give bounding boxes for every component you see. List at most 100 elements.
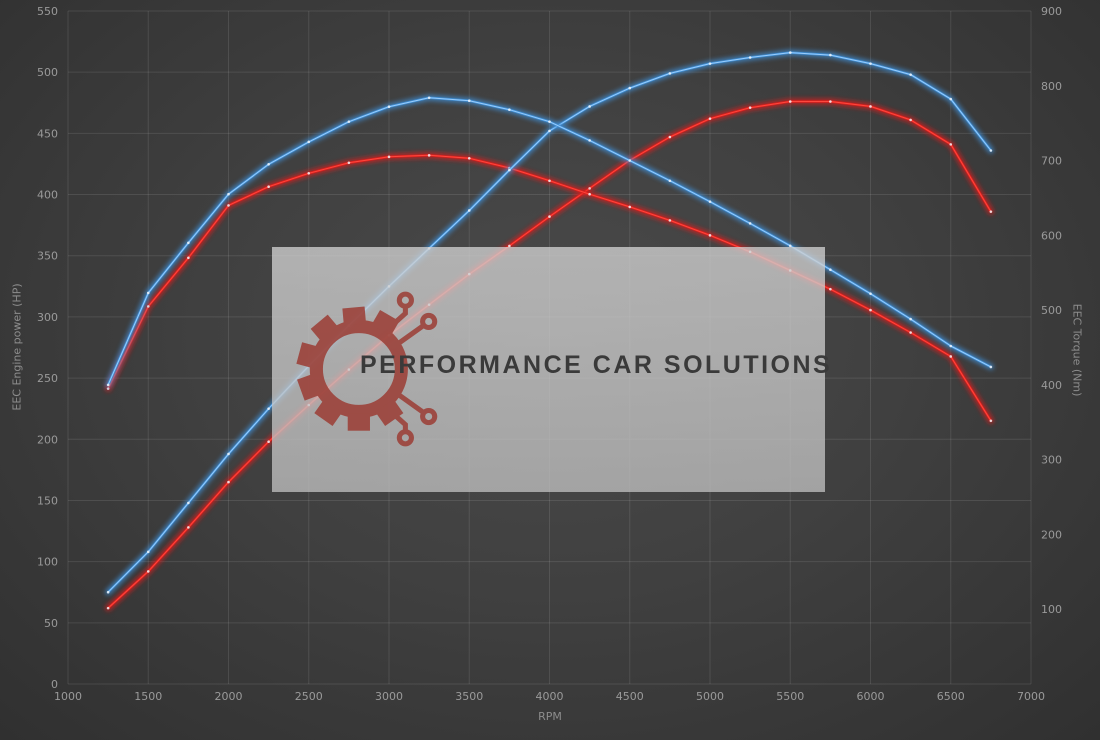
data-point-marker	[227, 452, 230, 456]
tick-label: 550	[37, 5, 58, 18]
data-point-marker	[548, 179, 551, 183]
data-point-marker	[829, 53, 832, 57]
tick-label: 300	[37, 311, 58, 324]
y-axis-label-power: EEC Engine power (HP)	[10, 283, 24, 411]
data-point-marker	[187, 256, 190, 260]
data-point-marker	[387, 155, 391, 159]
y-right-tick-labels: 100 200 300 400 500 600 700 800 900	[1041, 5, 1062, 616]
data-point-marker	[267, 162, 270, 166]
data-point-marker	[668, 72, 672, 75]
tick-label: 800	[1041, 80, 1062, 93]
data-point-marker	[467, 209, 471, 212]
data-point-marker	[628, 159, 632, 162]
data-point-marker	[668, 179, 672, 183]
tick-label: 200	[1041, 528, 1062, 541]
data-point-marker	[788, 244, 792, 248]
x-tick-labels: 1000 1500 2000 2500 3000 3500 4000 4500 5000 5500…	[54, 690, 1045, 703]
data-point-marker	[909, 317, 912, 321]
data-point-marker	[548, 129, 551, 133]
y-left-tick-labels: 0 50 100 150 200 250 300 350 400 450 500 550	[37, 5, 58, 691]
tick-label: 150	[37, 494, 58, 507]
tick-label: 5000	[696, 690, 724, 703]
tick-label: 300	[1041, 454, 1062, 467]
data-point-marker	[909, 73, 912, 76]
data-point-marker	[146, 291, 150, 295]
data-point-marker	[267, 407, 270, 410]
data-point-marker	[227, 204, 230, 207]
data-point-marker	[989, 210, 993, 213]
data-point-marker	[708, 117, 712, 120]
data-point-marker	[909, 331, 912, 334]
data-point-marker	[748, 222, 752, 225]
data-point-marker	[989, 149, 993, 152]
tick-label: 50	[44, 617, 58, 630]
data-point-marker	[869, 105, 872, 108]
data-point-marker	[829, 287, 832, 291]
tick-label: 100	[1041, 603, 1062, 616]
data-point-marker	[788, 51, 792, 54]
data-point-marker	[708, 200, 712, 203]
data-point-marker	[187, 501, 190, 505]
gear-teeth	[296, 306, 404, 431]
data-point-marker	[949, 97, 953, 101]
data-point-marker	[267, 185, 270, 189]
gear-ring	[309, 319, 408, 419]
data-point-marker	[387, 105, 391, 109]
data-point-marker	[508, 244, 511, 248]
data-point-marker	[227, 192, 230, 196]
data-point-marker	[267, 440, 270, 444]
tick-label: 5500	[776, 690, 804, 703]
data-point-marker	[588, 139, 591, 142]
data-point-marker	[548, 120, 551, 123]
tick-label: 500	[1041, 304, 1062, 317]
tick-label: 200	[37, 433, 58, 446]
data-point-marker	[869, 292, 872, 295]
data-point-marker	[628, 205, 632, 209]
data-point-marker	[588, 192, 591, 196]
data-point-marker	[869, 62, 872, 65]
tick-label: 700	[1041, 155, 1062, 168]
tick-label: 0	[51, 678, 58, 691]
data-point-marker	[949, 355, 953, 358]
data-point-marker	[588, 187, 591, 190]
series-torque-blue	[105, 94, 994, 388]
tick-label: 350	[37, 250, 58, 263]
tick-label: 1000	[54, 690, 82, 703]
data-point-marker	[347, 161, 351, 165]
tick-label: 500	[37, 66, 58, 79]
tick-label: 2500	[295, 690, 323, 703]
data-point-marker	[989, 419, 993, 423]
tick-label: 2000	[215, 690, 243, 703]
data-point-marker	[949, 143, 953, 146]
watermark: PERFORMANCE CAR SOLUTIONS	[272, 247, 830, 492]
tick-label: 4500	[616, 690, 644, 703]
tick-label: 6500	[937, 690, 965, 703]
watermark-text: PERFORMANCE CAR SOLUTIONS	[360, 351, 833, 379]
tick-label: 7000	[1017, 690, 1045, 703]
data-point-marker	[227, 480, 230, 484]
data-point-marker	[788, 100, 792, 103]
data-point-marker	[909, 118, 912, 122]
data-point-marker	[106, 590, 110, 594]
data-point-marker	[588, 105, 591, 108]
data-point-marker	[307, 171, 311, 175]
data-point-marker	[708, 62, 712, 65]
data-point-marker	[829, 100, 832, 103]
data-point-marker	[146, 570, 150, 573]
data-point-marker	[989, 365, 993, 369]
gear-circuit-logo	[296, 291, 438, 447]
data-point-marker	[829, 268, 832, 272]
data-point-marker	[949, 344, 953, 348]
series-power-red	[105, 98, 994, 612]
tick-label: 900	[1041, 5, 1062, 18]
tick-label: 3000	[375, 690, 403, 703]
data-point-marker	[628, 86, 632, 90]
tick-label: 600	[1041, 229, 1062, 242]
tick-label: 3500	[455, 690, 483, 703]
data-point-marker	[869, 308, 872, 312]
y-axis-label-torque: EEC Torque (Nm)	[1070, 303, 1084, 397]
data-point-marker	[548, 215, 551, 218]
data-point-marker	[347, 120, 351, 123]
